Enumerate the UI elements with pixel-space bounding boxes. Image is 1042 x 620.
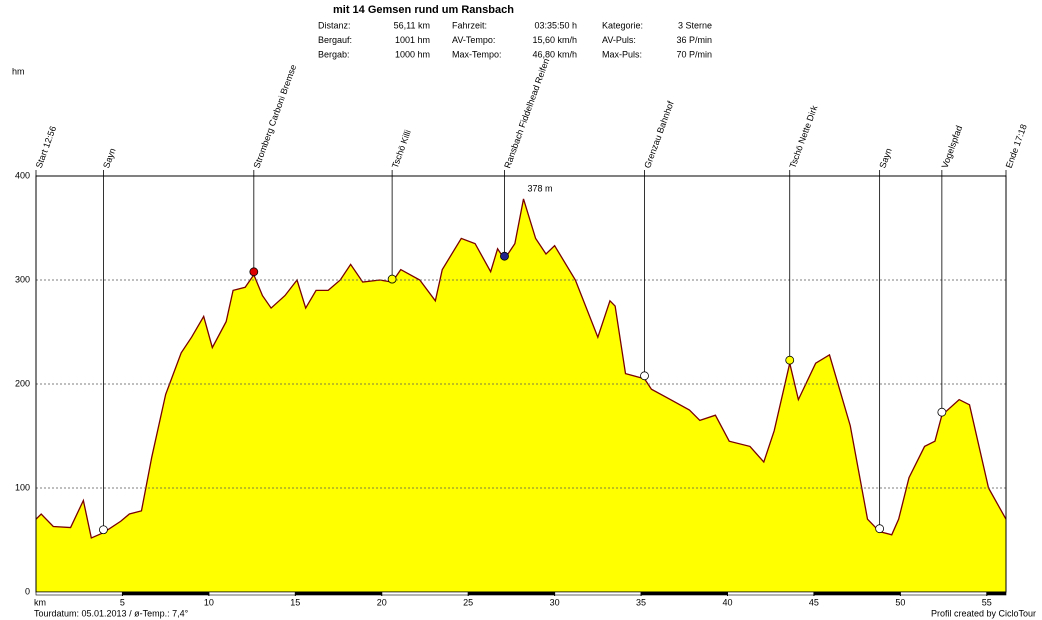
x-tick-label: 15 xyxy=(290,597,300,607)
waypoint-icon xyxy=(99,525,108,535)
x-tick-label: 50 xyxy=(895,597,905,607)
stat-value: 46,80 km/h xyxy=(532,49,577,59)
x-axis-band-segment xyxy=(641,592,728,595)
y-tick-label: 300 xyxy=(15,274,30,284)
x-tick-label: 10 xyxy=(204,597,214,607)
stat-label: Kategorie: xyxy=(602,20,643,30)
waypoint-label: Sayn xyxy=(101,147,117,170)
stat-value: 36 P/min xyxy=(676,35,712,45)
stat-label: Distanz: xyxy=(318,20,351,30)
area-fill xyxy=(36,198,1006,592)
x-tick-label: 35 xyxy=(636,597,646,607)
stat-value: 03:35:50 h xyxy=(534,20,577,30)
x-tick-label: 30 xyxy=(550,597,560,607)
footer: Tourdatum: 05.01.2013 / ø-Temp.: 7,4° xyxy=(34,608,189,618)
y-tick-label: 100 xyxy=(15,482,30,492)
waypoint-label: Ende 17:18 xyxy=(1004,123,1029,170)
x-tick-label: 40 xyxy=(722,597,732,607)
stat-label: Fahrzeit: xyxy=(452,20,487,30)
stat-value: 70 P/min xyxy=(676,49,712,59)
peak-label: 378 m xyxy=(528,183,553,193)
waypoint-icon xyxy=(500,251,509,261)
stat-value: 56,11 km xyxy=(394,20,430,30)
waypoint-label: Tschö Nette Dirk xyxy=(787,104,819,170)
stat-label: Bergab: xyxy=(318,49,350,59)
waypoint-label: Vogelspfad xyxy=(940,124,965,169)
stat-label: AV-Tempo: xyxy=(452,35,495,45)
x-axis-band-segment xyxy=(122,592,209,595)
chart-title: mit 14 Gemsen rund um Ransbach xyxy=(333,4,514,16)
waypoint-label: Tschö Killi xyxy=(390,128,413,169)
waypoint-icon xyxy=(387,274,397,284)
y-tick-label: 0 xyxy=(25,586,30,596)
waypoint-icon xyxy=(937,407,947,417)
x-axis-label: km xyxy=(34,597,46,607)
waypoint-icon xyxy=(785,355,795,365)
stat-label: AV-Puls: xyxy=(602,35,636,45)
profile-line xyxy=(35,198,1007,539)
y-tick-label: 200 xyxy=(15,378,30,388)
x-axis-band-segment xyxy=(986,592,1006,595)
x-tick-label: 45 xyxy=(809,597,819,607)
x-tick-label: 20 xyxy=(377,597,387,607)
waypoint-label: Grenzau Bahnhof xyxy=(642,99,676,169)
waypoint-label: Start 12:56 xyxy=(34,125,58,170)
x-tick-label: 5 xyxy=(120,597,125,607)
waypoint-icon xyxy=(249,267,259,277)
waypoint-icon xyxy=(640,371,649,381)
waypoint-icon xyxy=(875,524,885,534)
stat-value: 1001 hm xyxy=(395,35,430,45)
footer: Profil created by CicloTour xyxy=(931,608,1036,618)
x-tick-label: 25 xyxy=(463,597,473,607)
stat-value: 15,60 km/h xyxy=(532,35,577,45)
x-tick-label: 55 xyxy=(982,597,992,607)
waypoint-label: Sayn xyxy=(877,147,893,170)
y-tick-label: 400 xyxy=(15,170,30,180)
stat-label: Max-Puls: xyxy=(602,49,642,59)
stat-value: 1000 hm xyxy=(395,49,430,59)
x-axis-band-segment xyxy=(468,592,555,595)
y-axis-label: hm xyxy=(12,66,25,76)
stat-value: 3 Sterne xyxy=(678,20,712,30)
stat-label: Bergauf: xyxy=(318,35,352,45)
stat-label: Max-Tempo: xyxy=(452,49,502,59)
x-axis-band-segment xyxy=(295,592,382,595)
waypoint-label: Ransbach Fiddelhead Reifen xyxy=(502,57,551,169)
waypoint-label: Stromberg Carboni Bremse xyxy=(252,63,299,169)
x-axis-band-segment xyxy=(813,592,901,595)
